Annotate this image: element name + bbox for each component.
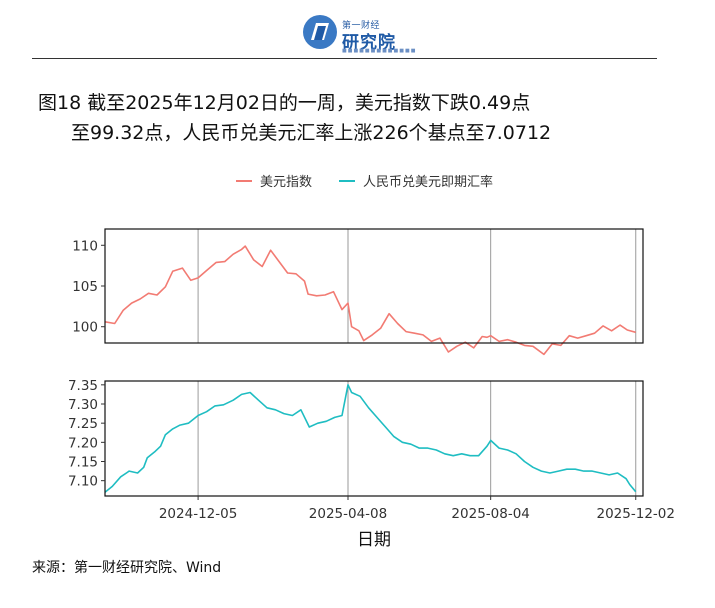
source-note: 来源：第一财经研究院、Wind <box>32 560 222 576</box>
series-line-usd <box>104 245 636 356</box>
legend-label-cny: 人民币兑美元即期汇率 <box>363 174 493 190</box>
series-line-cny <box>104 383 637 493</box>
logo: 第一财经 研究院 ■■■■■■■■■■■■■ <box>302 14 415 54</box>
logo-sub-bar: ■■■■■■■■■■■■■ <box>342 48 417 54</box>
figure-title: 图18 截至2025年12月02日的一周，美元指数下跌0.49点 至99.32点… <box>38 88 551 148</box>
legend-label-usd: 美元指数 <box>260 175 312 190</box>
y-tick-label: 7.10 <box>68 474 98 490</box>
figure-title-line2: 至99.32点，人民币兑美元汇率上涨226个基点至7.0712 <box>71 122 552 144</box>
y-tick-label: 7.15 <box>68 455 98 471</box>
y-tick-label: 7.35 <box>68 378 98 394</box>
panel-frame-1 <box>104 380 644 497</box>
x-tick-label: 2025-12-02 <box>597 506 675 522</box>
y-tick-label: 7.20 <box>68 435 98 451</box>
x-axis-label: 日期 <box>357 530 391 550</box>
x-tick-label: 2025-04-08 <box>309 506 387 522</box>
x-tick-label: 2024-12-05 <box>159 506 237 522</box>
y-tick-label: 100 <box>72 320 98 336</box>
logo-top-text: 第一财经 <box>342 21 381 31</box>
logo-icon <box>303 15 337 49</box>
figure-title-line1: 图18 截至2025年12月02日的一周，美元指数下跌0.49点 <box>38 92 531 114</box>
y-tick-label: 110 <box>72 238 98 254</box>
logo-main-text: 研究院 <box>342 33 396 53</box>
y-tick-label: 7.25 <box>68 416 98 432</box>
y-tick-label: 105 <box>72 279 98 295</box>
header-divider <box>32 58 657 59</box>
panel-frame-0 <box>104 228 644 344</box>
y-tick-label: 7.30 <box>68 397 98 413</box>
x-tick-label: 2025-08-04 <box>451 506 529 522</box>
